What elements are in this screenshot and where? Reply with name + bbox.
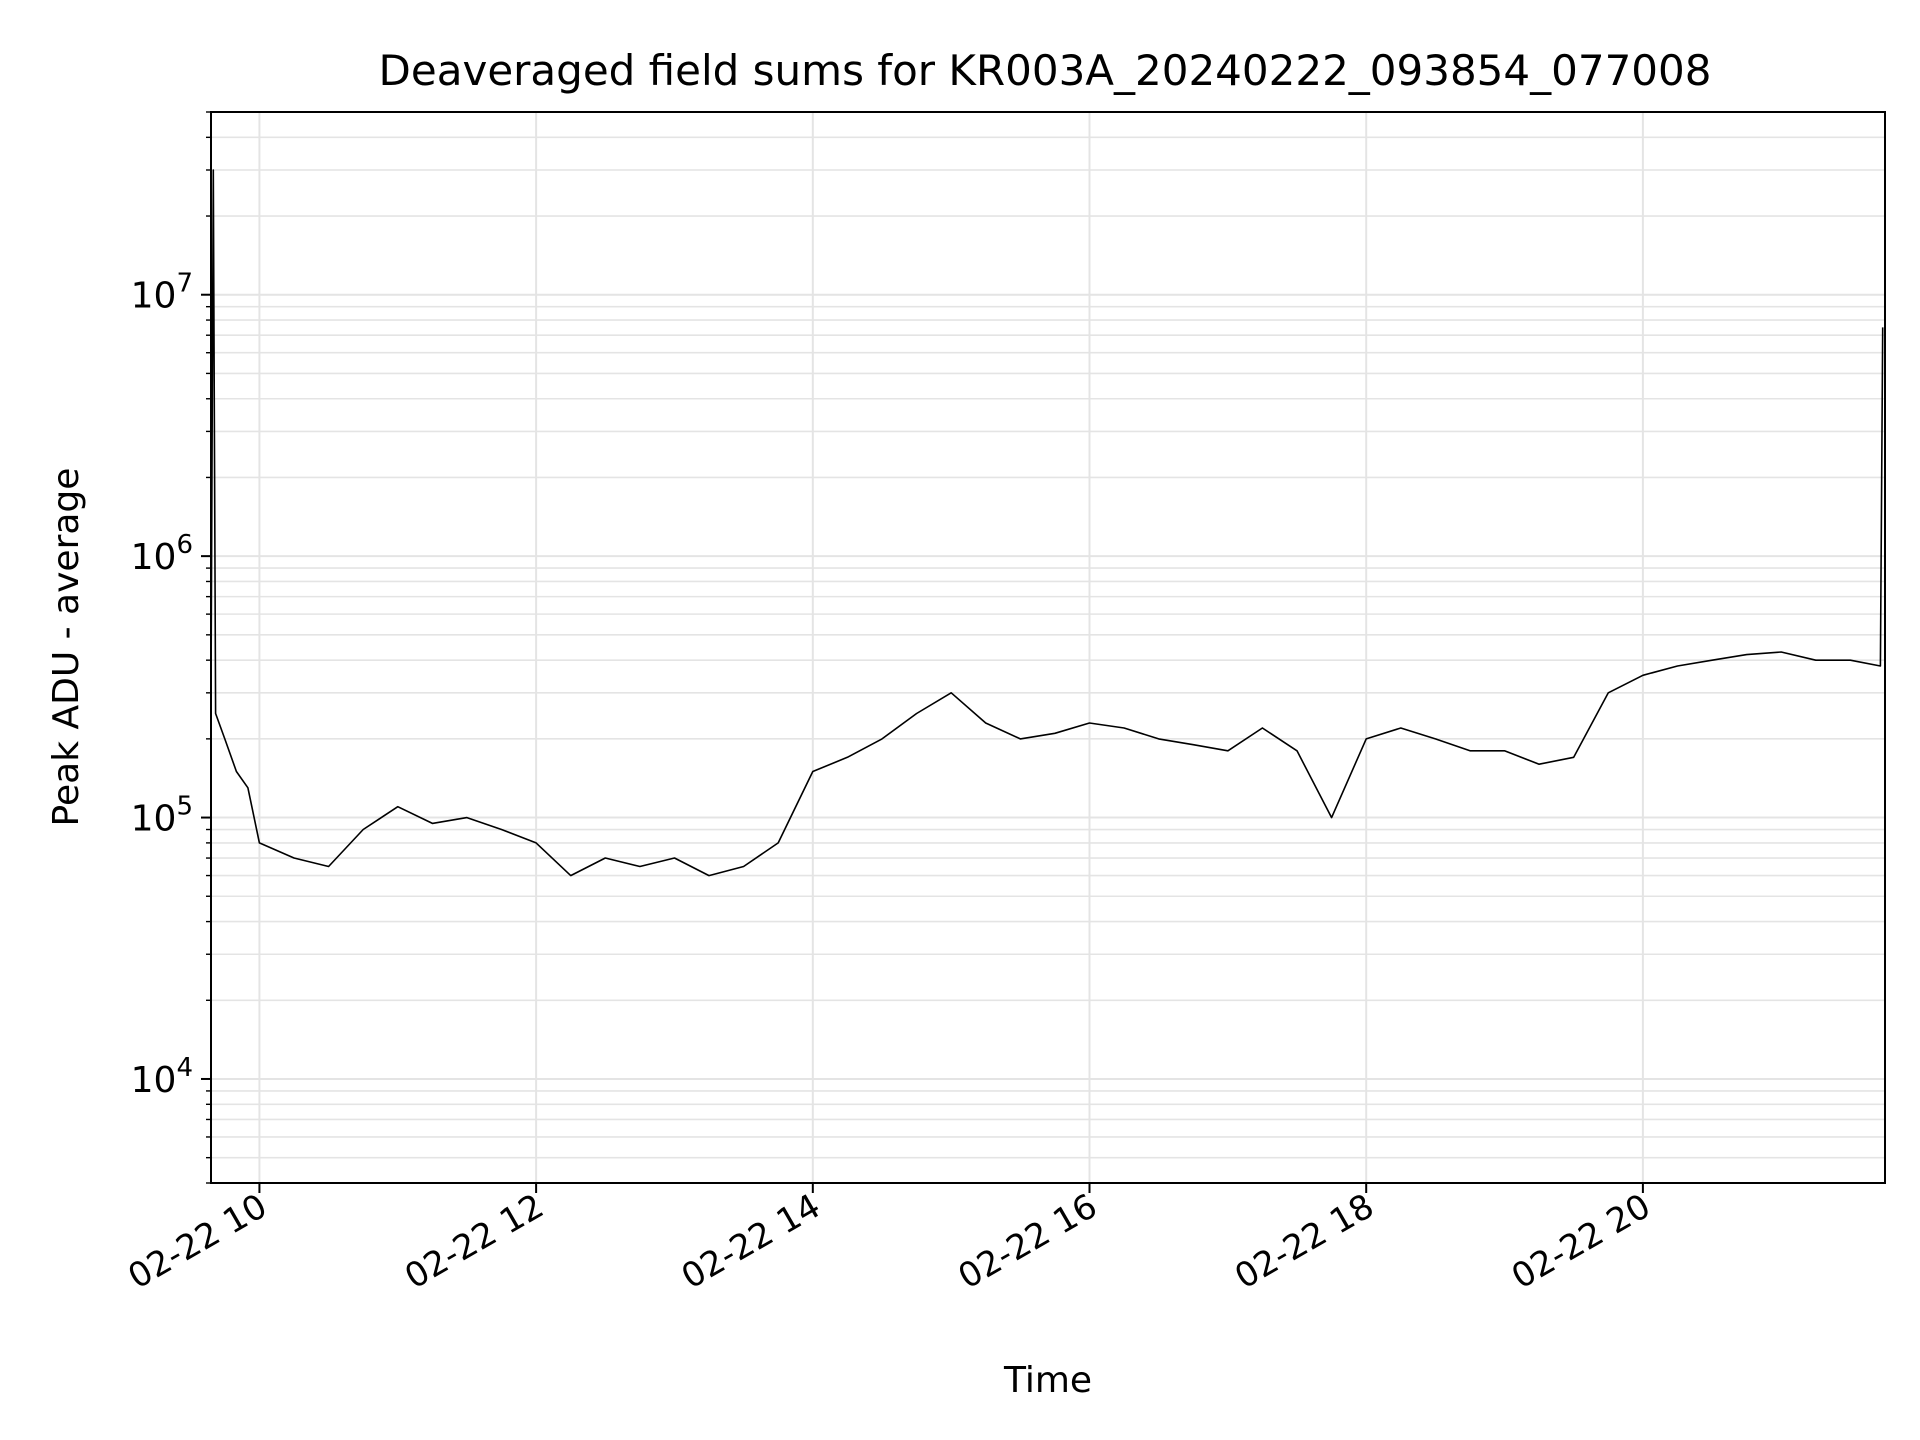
x-axis-label: Time: [1003, 1360, 1092, 1401]
data-series-line: [210, 169, 1884, 877]
grid: [211, 111, 1885, 1184]
y-axis-label: Peak ADU - average: [46, 468, 87, 827]
y-axis: 104 105 106 107: [131, 111, 211, 1184]
y-tick-label: 107: [131, 269, 193, 317]
y-tick-label: 105: [131, 792, 193, 840]
plot-frame: [210, 111, 1886, 1184]
chart-title: Deaveraged field sums for KR003A_2024022…: [379, 46, 1712, 95]
plot-area: [210, 169, 1884, 877]
y-tick-label: 104: [131, 1053, 193, 1101]
y-tick-label: 106: [131, 530, 193, 578]
